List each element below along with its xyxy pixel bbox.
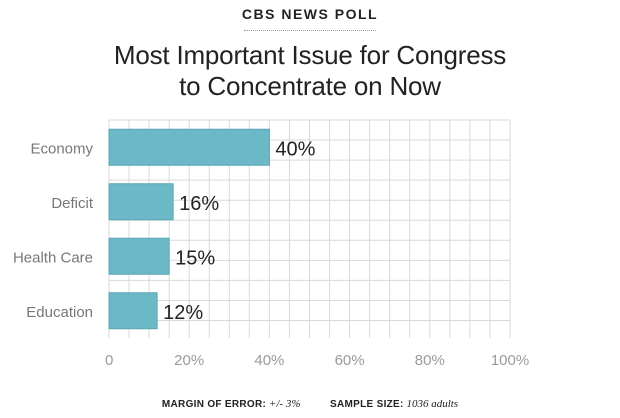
category-label: Deficit [51, 195, 94, 212]
chart-bars [108, 128, 270, 330]
bar-health-care [108, 237, 170, 275]
category-label: Economy [30, 140, 93, 157]
category-label: Education [26, 304, 93, 321]
x-tick-label: 20% [174, 352, 204, 369]
category-label: Health Care [13, 249, 93, 266]
kicker-divider [244, 30, 376, 31]
chart-title-line-1: Most Important Issue for Congress [113, 40, 507, 70]
bar-education [108, 292, 158, 330]
bar-chart: Economy Deficit Health Care Education 40% 16… [13, 119, 529, 369]
sample-size-label: SAMPLE SIZE: [330, 399, 404, 410]
chart-title-line-2: to Concentrate on Now [179, 71, 441, 101]
x-tick-label: 60% [335, 352, 365, 369]
value-label: 15% [175, 247, 215, 269]
bar-deficit [108, 183, 174, 221]
x-tick-label: 100% [491, 352, 529, 369]
value-label: 40% [275, 138, 315, 160]
chart-kicker: CBS NEWS POLL [241, 6, 379, 22]
margin-of-error-value: +/- 3% [268, 398, 301, 410]
chart-footer: MARGIN OF ERROR: +/- 3% SAMPLE SIZE: 103… [0, 398, 620, 410]
chart-title: Most Important Issue for Congress to Con… [0, 40, 620, 102]
x-tick-label: 80% [415, 352, 445, 369]
x-tick-label: 40% [254, 352, 284, 369]
sample-size-value: 1036 adults [406, 398, 459, 410]
value-labels: 40% 16% 15% 12% [163, 138, 316, 324]
x-axis-tick-labels: 0 20% 40% 60% 80% 100% [105, 352, 529, 369]
value-label: 16% [179, 193, 219, 215]
category-labels: Economy Deficit Health Care Education [13, 140, 94, 321]
bar-economy [108, 128, 270, 166]
x-tick-label: 0 [105, 352, 113, 369]
margin-of-error-label: MARGIN OF ERROR: [161, 399, 267, 410]
value-label: 12% [163, 302, 203, 324]
